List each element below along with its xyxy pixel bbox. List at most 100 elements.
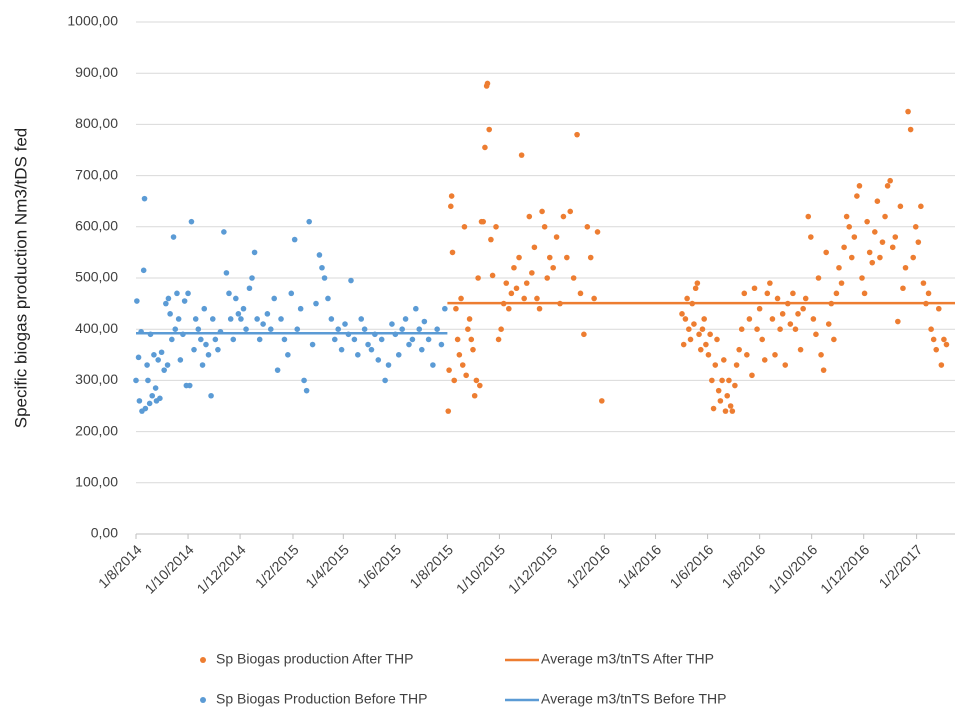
data-point [699,326,706,333]
data-point [181,298,188,304]
data-point [449,249,456,256]
data-point [389,321,395,327]
data-point [331,336,338,343]
legend-label: Average m3/tnTS After THP [541,651,714,667]
data-point [774,295,781,302]
data-point [191,346,197,353]
data-point [480,218,487,225]
data-point [256,336,263,343]
data-point [805,213,812,220]
data-point [495,336,502,343]
y-tick-label: 700,00 [75,166,118,182]
data-point [409,336,416,343]
data-point [697,346,704,353]
data-point [335,326,341,333]
data-point [851,234,858,240]
data-point [226,290,232,297]
data-point [694,280,701,286]
data-point [235,311,242,317]
data-point [169,336,175,343]
data-point [712,362,719,368]
data-point [301,377,307,384]
data-point [581,331,587,338]
data-point [920,280,927,286]
data-point [727,403,734,409]
data-point [309,341,316,348]
data-point [338,346,345,353]
data-point [732,382,738,389]
data-point [188,218,195,225]
data-point [382,377,388,384]
data-point [889,244,896,251]
data-point [738,326,745,333]
data-point [170,234,177,240]
data-point [375,357,382,363]
data-point [787,321,794,327]
data-point [177,357,184,363]
data-point [521,295,527,302]
data-point [281,336,288,343]
data-point [887,177,893,184]
data-point [233,295,239,302]
data-point [705,352,712,358]
data-point [724,392,731,399]
data-point [144,362,150,368]
data-point [149,392,156,399]
data-point [198,336,204,343]
data-point [686,326,692,333]
data-point [461,224,468,230]
data-point [859,275,865,281]
data-point [489,272,496,279]
data-point [935,305,942,312]
data-point [692,285,699,292]
data-point [848,254,855,261]
y-axis-title: Specific biogas production Nm3/tDS fed [11,128,30,429]
legend-label: Sp Biogas production After THP [216,651,413,667]
data-point [779,311,786,317]
data-point [892,234,899,240]
data-point [416,326,423,333]
data-point [223,270,230,276]
data-point [861,290,868,297]
data-point [856,183,863,189]
data-point [264,311,271,317]
data-point [506,305,512,312]
data-point [767,280,773,286]
data-point [772,352,778,358]
x-tick-label: 1/4/2016 [614,541,664,591]
data-point [511,264,517,271]
data-point [777,326,783,333]
data-point [769,316,776,322]
data-point [759,336,765,343]
x-tick-label: 1/10/2016 [765,541,821,597]
data-point [907,126,914,133]
data-point [577,290,584,297]
data-point [869,259,876,266]
data-point [470,346,476,353]
data-point [365,341,371,348]
data-point [465,326,471,333]
data-point [167,311,173,317]
data-point [882,213,888,220]
data-point [815,275,822,281]
data-point [905,108,911,115]
data-point [135,354,142,361]
data-point [454,336,461,343]
data-point [938,362,945,368]
data-point [163,300,169,307]
data-point [201,305,208,312]
data-point [471,392,478,399]
data-point [503,280,510,286]
data-point [717,398,724,404]
data-point [421,318,428,325]
data-point [260,321,266,327]
data-point [726,377,732,384]
data-point [599,398,605,404]
data-point [140,267,147,274]
data-point [843,213,850,220]
x-tick-label: 1/4/2015 [302,541,352,591]
data-point [833,290,840,297]
data-point [203,341,209,348]
data-point [536,305,543,312]
